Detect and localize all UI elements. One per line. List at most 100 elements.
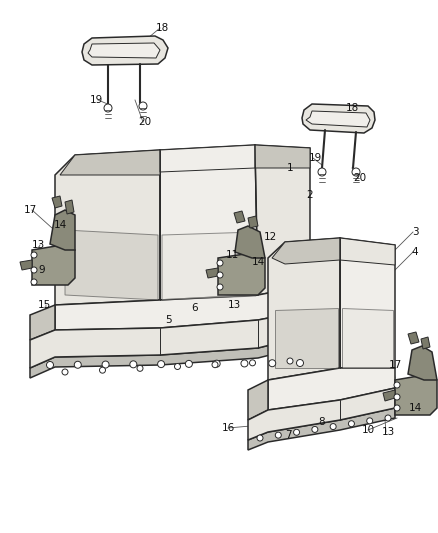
Ellipse shape (213, 360, 220, 367)
Polygon shape (206, 268, 218, 278)
Text: 16: 16 (221, 423, 235, 433)
Text: 17: 17 (389, 360, 402, 370)
Ellipse shape (104, 104, 112, 112)
Ellipse shape (31, 279, 37, 285)
Ellipse shape (394, 405, 400, 411)
Polygon shape (50, 210, 75, 250)
Polygon shape (32, 244, 75, 285)
Polygon shape (30, 335, 310, 378)
Polygon shape (408, 346, 437, 380)
Ellipse shape (139, 102, 147, 110)
Ellipse shape (102, 361, 109, 368)
Text: 11: 11 (226, 250, 239, 260)
Text: 17: 17 (23, 205, 37, 215)
Text: 14: 14 (251, 257, 265, 267)
Ellipse shape (394, 382, 400, 388)
Ellipse shape (276, 432, 281, 438)
Ellipse shape (158, 361, 165, 368)
Ellipse shape (394, 394, 400, 400)
Text: 13: 13 (227, 300, 240, 310)
Ellipse shape (31, 252, 37, 258)
Ellipse shape (74, 361, 81, 368)
Polygon shape (60, 150, 160, 175)
Polygon shape (340, 238, 395, 265)
Polygon shape (421, 337, 430, 349)
Ellipse shape (318, 168, 326, 176)
Polygon shape (218, 252, 265, 295)
Ellipse shape (217, 272, 223, 278)
Ellipse shape (130, 361, 137, 368)
Polygon shape (272, 238, 340, 264)
Text: 20: 20 (353, 173, 367, 183)
Text: 14: 14 (408, 403, 422, 413)
Polygon shape (52, 196, 62, 208)
Polygon shape (30, 305, 55, 340)
Text: 4: 4 (412, 247, 418, 257)
Ellipse shape (348, 421, 354, 427)
Ellipse shape (257, 435, 263, 441)
Text: 5: 5 (165, 315, 171, 325)
Polygon shape (255, 145, 310, 295)
Ellipse shape (31, 267, 37, 273)
Ellipse shape (250, 360, 255, 366)
Polygon shape (395, 374, 437, 415)
Text: 7: 7 (285, 430, 291, 440)
Polygon shape (248, 408, 395, 450)
Text: 9: 9 (39, 265, 45, 275)
Ellipse shape (217, 260, 223, 266)
Ellipse shape (352, 168, 360, 176)
Polygon shape (340, 238, 395, 368)
Polygon shape (255, 145, 310, 168)
Text: 13: 13 (381, 427, 395, 437)
Polygon shape (234, 211, 245, 223)
Text: 1: 1 (287, 163, 293, 173)
Polygon shape (65, 230, 158, 300)
Ellipse shape (99, 367, 106, 373)
Ellipse shape (137, 365, 143, 372)
Text: 8: 8 (319, 417, 325, 427)
Polygon shape (55, 285, 310, 330)
Polygon shape (408, 332, 419, 344)
Text: 19: 19 (308, 153, 321, 163)
Text: 6: 6 (192, 303, 198, 313)
Polygon shape (160, 145, 258, 300)
Polygon shape (302, 104, 375, 133)
Ellipse shape (367, 418, 373, 424)
Text: 18: 18 (346, 103, 359, 113)
Text: 19: 19 (89, 95, 102, 105)
Polygon shape (248, 380, 268, 420)
Polygon shape (30, 310, 310, 368)
Ellipse shape (293, 429, 300, 435)
Ellipse shape (62, 369, 68, 375)
Ellipse shape (212, 362, 218, 368)
Polygon shape (342, 308, 393, 368)
Text: 18: 18 (155, 23, 169, 33)
Ellipse shape (46, 361, 53, 368)
Ellipse shape (217, 284, 223, 290)
Polygon shape (275, 308, 338, 368)
Polygon shape (306, 111, 370, 127)
Polygon shape (235, 226, 265, 258)
Polygon shape (65, 200, 74, 214)
Polygon shape (248, 216, 258, 228)
Text: 12: 12 (263, 232, 277, 242)
Polygon shape (162, 232, 256, 300)
Ellipse shape (312, 426, 318, 432)
Ellipse shape (385, 415, 391, 421)
Text: 14: 14 (53, 220, 67, 230)
Polygon shape (82, 36, 168, 65)
Polygon shape (268, 368, 395, 410)
Text: 3: 3 (412, 227, 418, 237)
Ellipse shape (185, 360, 192, 367)
Text: 10: 10 (361, 425, 374, 435)
Polygon shape (248, 388, 395, 440)
Polygon shape (160, 145, 255, 172)
Text: 2: 2 (307, 190, 313, 200)
Ellipse shape (174, 364, 180, 369)
Ellipse shape (330, 424, 336, 430)
Ellipse shape (241, 360, 248, 367)
Polygon shape (55, 150, 160, 305)
Polygon shape (20, 260, 32, 270)
Polygon shape (268, 238, 340, 380)
Ellipse shape (297, 359, 304, 367)
